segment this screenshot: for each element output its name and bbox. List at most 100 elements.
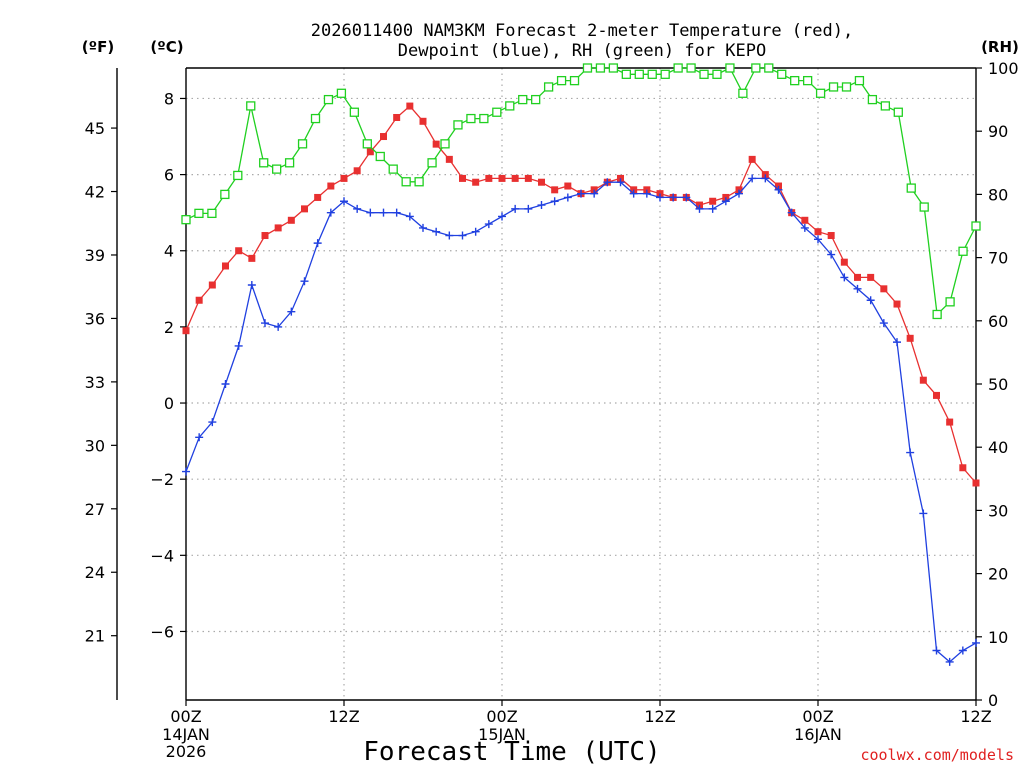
rh-point	[453, 120, 463, 130]
celsius-tick-label: 2	[164, 318, 174, 337]
2-meter-temperature-point	[459, 174, 466, 182]
x-tick-label-date: 15JAN	[478, 725, 526, 744]
rh-point	[919, 202, 929, 212]
celsius-tick-label: −2	[150, 470, 174, 489]
rh-point	[310, 113, 321, 124]
dewpoint-point	[221, 380, 230, 388]
2-meter-temperature-point	[406, 102, 414, 110]
rh-point	[349, 107, 360, 117]
fahrenheit-tick-label: 24	[85, 563, 105, 582]
dewpoint-point	[392, 208, 401, 217]
2-meter-temperature-point	[314, 193, 322, 201]
rh-point	[790, 75, 800, 86]
rh-point	[673, 63, 683, 73]
dewpoint-point	[419, 223, 427, 232]
rh-point	[621, 69, 631, 79]
dewpoint-point	[261, 319, 269, 328]
2-meter-temperature-point	[840, 258, 848, 266]
2-meter-temperature-point	[524, 174, 532, 182]
dewpoint-point	[458, 231, 467, 240]
dewpoint-point	[748, 174, 757, 183]
celsius-tick-label: −6	[150, 622, 174, 641]
fahrenheit-tick-label: 30	[85, 436, 105, 455]
dewpoint-point	[445, 231, 454, 240]
rh-point	[220, 189, 230, 200]
rh-point	[815, 88, 826, 98]
rh-point	[297, 139, 308, 149]
dewpoint-point	[208, 418, 217, 427]
grid-lines	[186, 68, 976, 700]
celsius-tick-label: −4	[150, 546, 174, 565]
celsius-tick-label: 0	[164, 394, 174, 413]
rh-point	[233, 170, 243, 181]
dewpoint-point	[669, 193, 678, 202]
rh-point	[867, 94, 878, 105]
dewpoint-point	[814, 235, 822, 244]
rh-point	[906, 183, 916, 193]
2-meter-temperature-point	[827, 232, 835, 240]
dewpoint-point	[590, 189, 599, 198]
rh-point	[569, 75, 580, 86]
rh-point	[375, 151, 385, 162]
dewpoint-point	[340, 197, 348, 206]
2-meter-temperature-point	[380, 133, 387, 141]
2-meter-temperature-point	[880, 285, 888, 293]
2-meter-temperature-point	[445, 155, 453, 163]
rh-point	[841, 82, 852, 92]
rh-point	[362, 139, 372, 149]
dewpoint-point	[247, 281, 256, 290]
2-meter-temperature-point	[432, 140, 440, 148]
2-meter-temperature-point	[893, 300, 901, 308]
rh-point	[336, 88, 347, 98]
rh-point	[207, 208, 217, 219]
dewpoint-point	[379, 208, 388, 217]
rh-point	[414, 177, 424, 187]
rh-tick-label: 0	[988, 691, 998, 710]
rh-point	[725, 63, 735, 73]
2-meter-temperature-point	[208, 281, 216, 289]
dewpoint-point	[195, 433, 204, 442]
rh-point	[194, 208, 204, 219]
x-tick-label-year: 2026	[166, 742, 207, 761]
rh-point	[854, 75, 865, 86]
2-meter-temperature-point	[814, 228, 822, 236]
rh-point	[712, 69, 722, 79]
2-meter-temperature-point	[959, 464, 967, 472]
dewpoint-point	[234, 341, 243, 350]
rh-point	[686, 63, 696, 73]
celsius-tick-label: 8	[164, 89, 174, 108]
dewpoint-point	[405, 212, 414, 221]
2-meter-temperature-point	[709, 197, 717, 205]
dewpoint-point	[484, 220, 493, 229]
rh-tick-label: 30	[988, 501, 1008, 520]
dewpoint-point	[471, 227, 480, 236]
dewpoint-point	[603, 178, 612, 187]
dewpoint-point	[893, 338, 901, 347]
2-meter-temperature-point	[419, 117, 427, 125]
dewpoint-point	[353, 204, 362, 213]
dewpoint-point	[972, 638, 980, 647]
fahrenheit-unit-label: (ºF)	[82, 38, 114, 56]
rh-point	[634, 69, 644, 79]
chart-title-line1: 2026011400 NAM3KM Forecast 2-meter Tempe…	[311, 21, 853, 41]
dewpoint-point	[695, 204, 704, 213]
2-meter-temperature-point	[946, 418, 954, 426]
dewpoint-point	[827, 250, 836, 259]
fahrenheit-tick-label: 45	[85, 119, 105, 138]
rh-tick-label: 50	[988, 375, 1008, 394]
fahrenheit-tick-label: 39	[85, 246, 105, 265]
dewpoint-point	[616, 178, 625, 187]
chart-title-line2: Dewpoint (blue), RH (green) for KEPO	[398, 41, 766, 61]
dewpoint-point	[300, 277, 309, 286]
dewpoint-point	[866, 296, 875, 305]
rh-point	[492, 107, 502, 117]
rh-point	[660, 69, 670, 79]
celsius-tick-label: 4	[164, 242, 174, 261]
dewpoint-point	[774, 185, 783, 194]
celsius-unit-label: (ºC)	[150, 38, 183, 56]
dewpoint-point	[721, 197, 730, 206]
x-tick-label-time: 12Z	[960, 707, 991, 726]
rh-point	[181, 215, 191, 225]
axes	[111, 67, 982, 706]
